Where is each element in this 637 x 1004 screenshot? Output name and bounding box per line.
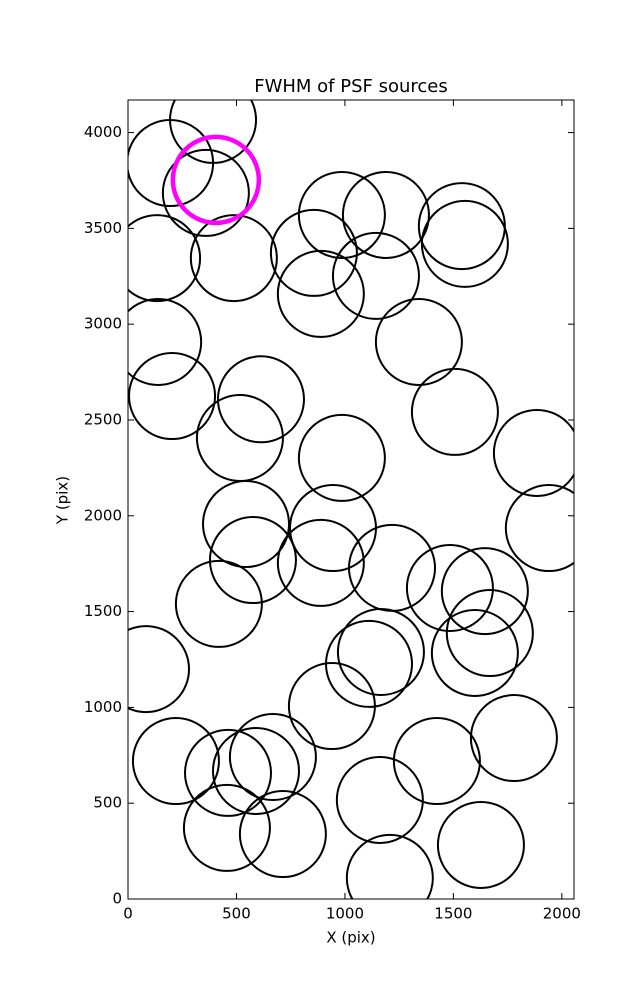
psf-circle xyxy=(297,170,386,259)
psf-circle xyxy=(436,800,525,889)
psf-circle xyxy=(202,480,291,569)
psf-circle xyxy=(276,249,365,338)
y-tick-label: 3500 xyxy=(84,219,122,237)
x-tick-label: 500 xyxy=(222,905,251,923)
plot-area xyxy=(128,100,574,899)
psf-circle xyxy=(347,523,436,612)
chart-title: FWHM of PSF sources xyxy=(254,76,448,97)
plot-frame xyxy=(127,99,575,900)
psf-circle xyxy=(420,199,509,288)
y-tick-label: 1500 xyxy=(84,602,122,620)
psf-circle xyxy=(128,119,215,208)
x-axis-label: X (pix) xyxy=(326,929,375,947)
psf-circle xyxy=(445,589,534,678)
psf-circle xyxy=(128,625,190,714)
psf-circle xyxy=(331,231,420,320)
psf-circle xyxy=(128,298,203,386)
psf-circle xyxy=(269,208,358,297)
y-tick-label: 0 xyxy=(112,890,122,908)
y-tick-label: 2000 xyxy=(84,506,122,524)
x-tick-label: 1500 xyxy=(434,905,472,923)
psf-circle xyxy=(184,728,273,817)
psf-circle xyxy=(297,413,386,502)
psf-circle xyxy=(430,608,519,697)
psf-circle xyxy=(174,559,263,648)
psf-circle xyxy=(276,518,365,607)
psf-circle xyxy=(504,484,574,573)
psf-circle xyxy=(128,214,202,303)
psf-circle xyxy=(405,544,494,633)
psf-circle xyxy=(417,182,506,271)
psf-circle xyxy=(392,717,481,806)
psf-circle xyxy=(492,408,574,497)
psf-circle xyxy=(128,352,217,441)
psf-circle xyxy=(335,755,424,844)
psf-circle xyxy=(131,717,220,806)
psf-circle xyxy=(410,367,499,456)
psf-circle xyxy=(238,790,327,879)
psf-circle xyxy=(208,516,297,605)
psf-circle xyxy=(189,214,278,303)
psf-circle xyxy=(469,694,558,783)
y-tick-label: 2500 xyxy=(84,410,122,428)
psf-circle xyxy=(287,662,376,751)
y-axis-label: Y (pix) xyxy=(54,476,72,525)
psf-circle xyxy=(161,148,250,237)
psf-circle xyxy=(341,170,430,259)
psf-circle xyxy=(345,833,434,899)
y-tick-label: 3000 xyxy=(84,315,122,333)
psf-circle xyxy=(336,608,425,697)
x-tick-label: 1000 xyxy=(326,905,364,923)
psf-circle xyxy=(195,393,284,482)
psf-circle xyxy=(170,134,262,226)
psf-circle xyxy=(228,713,317,802)
x-tick-label: 2000 xyxy=(543,905,581,923)
y-tick-label: 500 xyxy=(93,794,122,812)
x-tick-label: 0 xyxy=(123,905,133,923)
y-tick-label: 4000 xyxy=(84,123,122,141)
psf-circle xyxy=(182,783,271,872)
psf-circle xyxy=(374,297,463,386)
y-tick-label: 1000 xyxy=(84,698,122,716)
psf-circle xyxy=(216,355,305,444)
psf-circle xyxy=(440,547,529,636)
psf-circle xyxy=(211,727,300,816)
